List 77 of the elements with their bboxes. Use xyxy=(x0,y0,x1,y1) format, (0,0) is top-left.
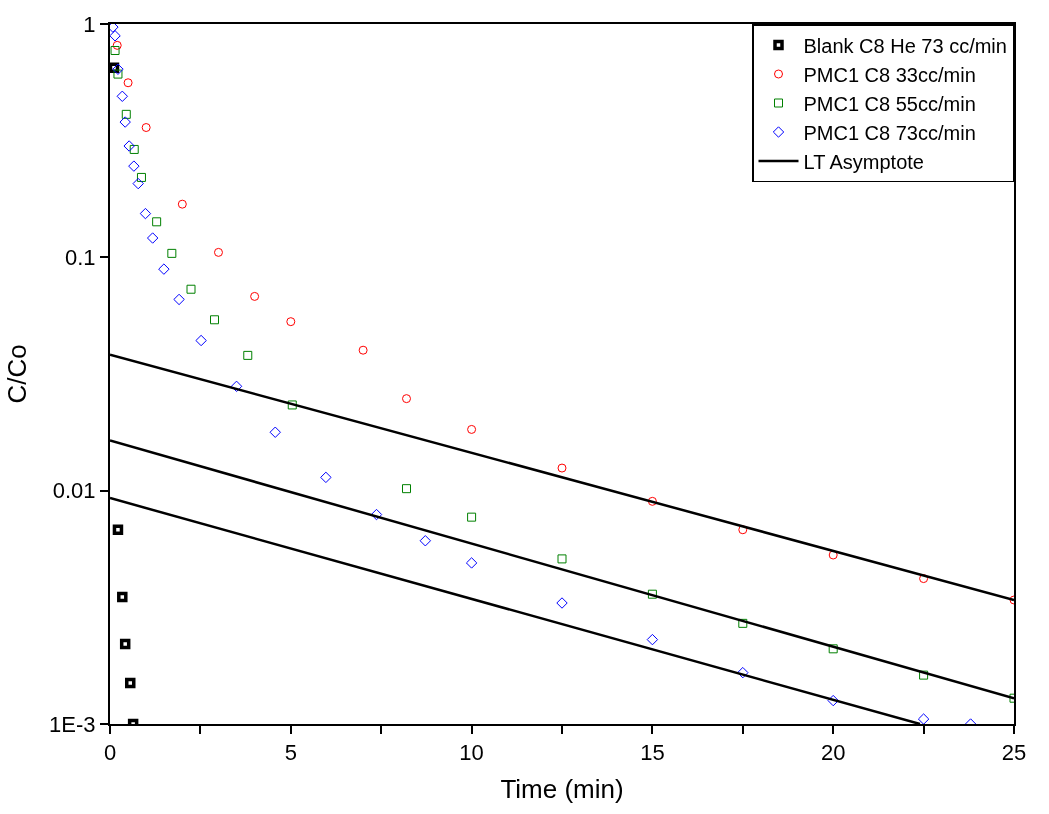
x-tick-label: 20 xyxy=(820,740,846,766)
point xyxy=(125,677,136,689)
point xyxy=(467,424,477,434)
point xyxy=(419,535,432,547)
legend-label: Blank C8 He 73 cc/min xyxy=(803,34,1007,57)
point xyxy=(136,172,146,182)
point xyxy=(919,574,929,584)
point xyxy=(230,380,243,393)
point xyxy=(320,471,332,484)
point xyxy=(112,63,124,75)
point xyxy=(647,496,657,506)
point xyxy=(123,140,135,152)
point xyxy=(738,525,748,535)
point xyxy=(737,666,749,679)
point xyxy=(186,284,196,294)
point xyxy=(139,207,152,220)
point xyxy=(917,713,930,724)
point xyxy=(287,400,297,410)
point xyxy=(467,512,477,522)
point xyxy=(152,217,162,227)
point xyxy=(210,315,219,325)
x-tick-label: 10 xyxy=(459,740,484,766)
point xyxy=(158,263,170,275)
point xyxy=(119,638,131,650)
x-tick-label: 25 xyxy=(1001,740,1027,766)
point xyxy=(110,30,121,42)
legend-label: PMC1 C8 55cc/min xyxy=(803,92,976,115)
point xyxy=(195,334,207,347)
y-tick-label: 0.1 xyxy=(65,245,96,271)
point xyxy=(647,589,657,599)
point xyxy=(828,550,838,560)
point xyxy=(919,670,929,680)
point xyxy=(112,524,124,535)
point xyxy=(557,463,567,473)
point xyxy=(119,116,131,128)
point xyxy=(286,317,296,327)
point xyxy=(173,293,185,306)
point xyxy=(402,484,412,494)
point xyxy=(116,90,128,102)
point xyxy=(358,345,368,355)
point xyxy=(738,618,748,628)
point xyxy=(128,160,140,172)
point xyxy=(121,109,131,119)
legend-label: PMC1 C8 73cc/min xyxy=(803,121,976,144)
point xyxy=(243,350,253,360)
point xyxy=(646,633,659,646)
point xyxy=(556,597,568,609)
point xyxy=(402,394,412,404)
point xyxy=(117,591,128,603)
point xyxy=(213,247,223,257)
x-tick-label: 15 xyxy=(640,740,665,766)
point xyxy=(557,554,567,564)
point xyxy=(141,123,151,133)
legend-label: PMC1 C8 33cc/min xyxy=(803,63,976,86)
point xyxy=(129,144,139,154)
legend-label: LT Asymptote xyxy=(803,150,924,173)
point xyxy=(250,291,260,301)
point xyxy=(123,78,133,88)
y-tick-label: 1E-3 xyxy=(49,711,96,737)
point xyxy=(146,232,159,244)
y-axis-title: C/Co xyxy=(2,344,33,404)
point xyxy=(113,69,123,79)
point xyxy=(828,644,838,654)
point xyxy=(110,45,120,55)
point xyxy=(167,248,177,258)
point xyxy=(465,557,478,569)
point xyxy=(177,199,187,209)
x-axis-title: Time (min) xyxy=(500,773,624,804)
point xyxy=(112,40,122,50)
y-tick-label: 1 xyxy=(83,11,96,37)
point xyxy=(370,508,383,521)
x-tick-label: 0 xyxy=(103,740,117,766)
point xyxy=(132,177,144,190)
point xyxy=(827,694,839,707)
point xyxy=(269,426,281,438)
x-tick-label: 5 xyxy=(284,740,297,766)
y-tick-label: 0.01 xyxy=(52,478,96,504)
